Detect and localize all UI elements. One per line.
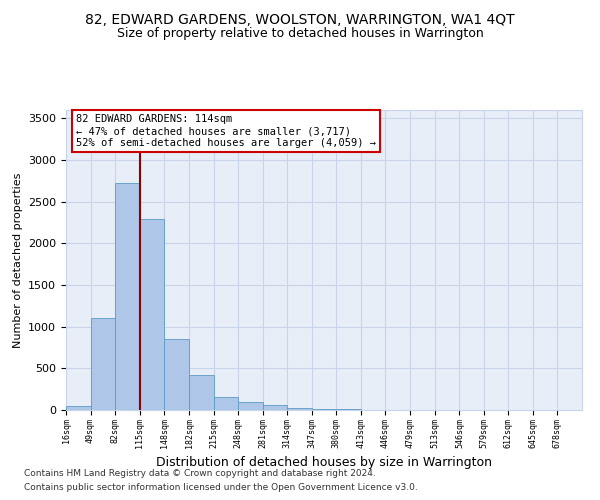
Text: 82, EDWARD GARDENS, WOOLSTON, WARRINGTON, WA1 4QT: 82, EDWARD GARDENS, WOOLSTON, WARRINGTON… — [85, 12, 515, 26]
Bar — [91, 318, 115, 410]
Text: Contains public sector information licensed under the Open Government Licence v3: Contains public sector information licen… — [24, 484, 418, 492]
Bar — [115, 184, 140, 410]
Text: Contains HM Land Registry data © Crown copyright and database right 2024.: Contains HM Land Registry data © Crown c… — [24, 468, 376, 477]
Bar — [164, 339, 188, 410]
Bar — [287, 408, 312, 410]
Bar — [140, 219, 164, 410]
Bar — [66, 406, 91, 410]
Bar — [214, 396, 238, 410]
Bar — [263, 405, 287, 410]
Text: 82 EDWARD GARDENS: 114sqm
← 47% of detached houses are smaller (3,717)
52% of se: 82 EDWARD GARDENS: 114sqm ← 47% of detac… — [76, 114, 376, 148]
Bar — [238, 402, 263, 410]
X-axis label: Distribution of detached houses by size in Warrington: Distribution of detached houses by size … — [156, 456, 492, 469]
Y-axis label: Number of detached properties: Number of detached properties — [13, 172, 23, 348]
Bar — [336, 409, 361, 410]
Text: Size of property relative to detached houses in Warrington: Size of property relative to detached ho… — [116, 28, 484, 40]
Bar — [189, 376, 214, 410]
Bar — [312, 409, 336, 410]
